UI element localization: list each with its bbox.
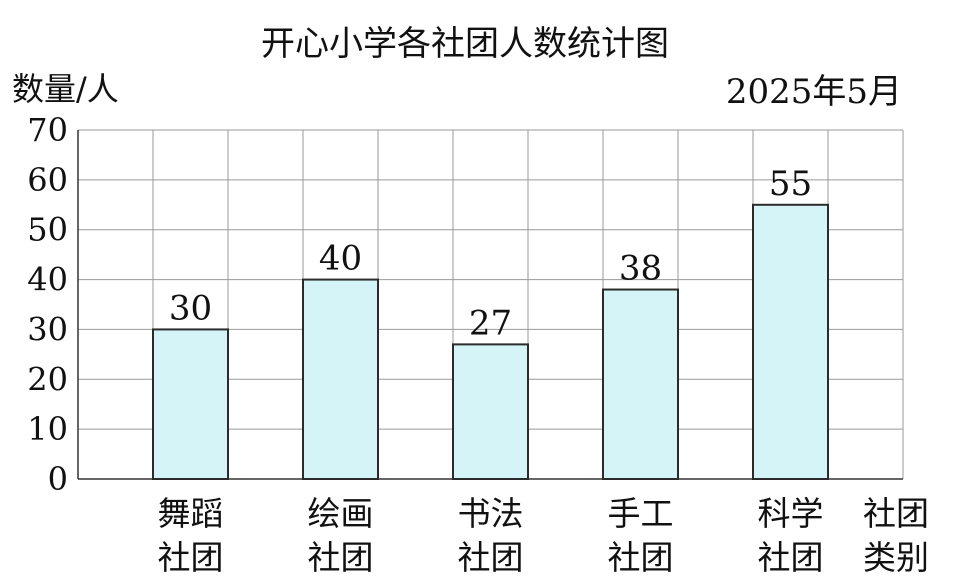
x-tick-label: 书法 (458, 494, 524, 533)
bar (152, 328, 229, 480)
y-axis-ticks: 0 10 20 30 40 50 60 70 (27, 111, 68, 498)
value-labels: 30 40 27 38 55 (169, 164, 812, 344)
x-tick-label: 社团 (608, 538, 674, 577)
y-axis-title: 数量/人 (12, 70, 119, 108)
bar (302, 278, 379, 481)
y-tick-label: 20 (27, 360, 68, 398)
bar-value-label: 27 (469, 303, 512, 343)
x-tick-label: 社团 (758, 538, 824, 577)
y-tick-label: 50 (27, 211, 68, 249)
bar-value-label: 38 (619, 249, 662, 289)
x-tick-label: 手工 (608, 494, 674, 533)
y-tick-label: 70 (27, 111, 68, 149)
x-tick-label: 科学 (758, 494, 824, 533)
bar (602, 288, 679, 480)
bar (752, 203, 829, 481)
y-tick-label: 40 (27, 261, 68, 299)
chart-date: 2025年5月 (726, 72, 902, 112)
x-axis-title-line: 类别 (863, 538, 929, 577)
x-tick-label: 社团 (458, 538, 524, 577)
x-tick-label: 绘画 (308, 494, 374, 533)
x-axis-title-line: 社团 (863, 494, 929, 533)
y-tick-label: 10 (27, 410, 68, 448)
y-tick-label: 30 (27, 310, 68, 348)
bar-value-label: 55 (769, 164, 812, 204)
y-tick-label: 60 (27, 161, 68, 199)
bars (152, 203, 829, 481)
x-tick-label: 舞蹈 (158, 494, 224, 533)
bar-value-label: 30 (169, 288, 212, 328)
chart-title: 开心小学各社团人数统计图 (261, 24, 669, 64)
x-tick-label: 社团 (158, 538, 224, 577)
x-tick-label: 社团 (308, 538, 374, 577)
bar-value-label: 40 (319, 239, 362, 279)
y-tick-label: 0 (48, 460, 68, 498)
bar (452, 343, 529, 480)
